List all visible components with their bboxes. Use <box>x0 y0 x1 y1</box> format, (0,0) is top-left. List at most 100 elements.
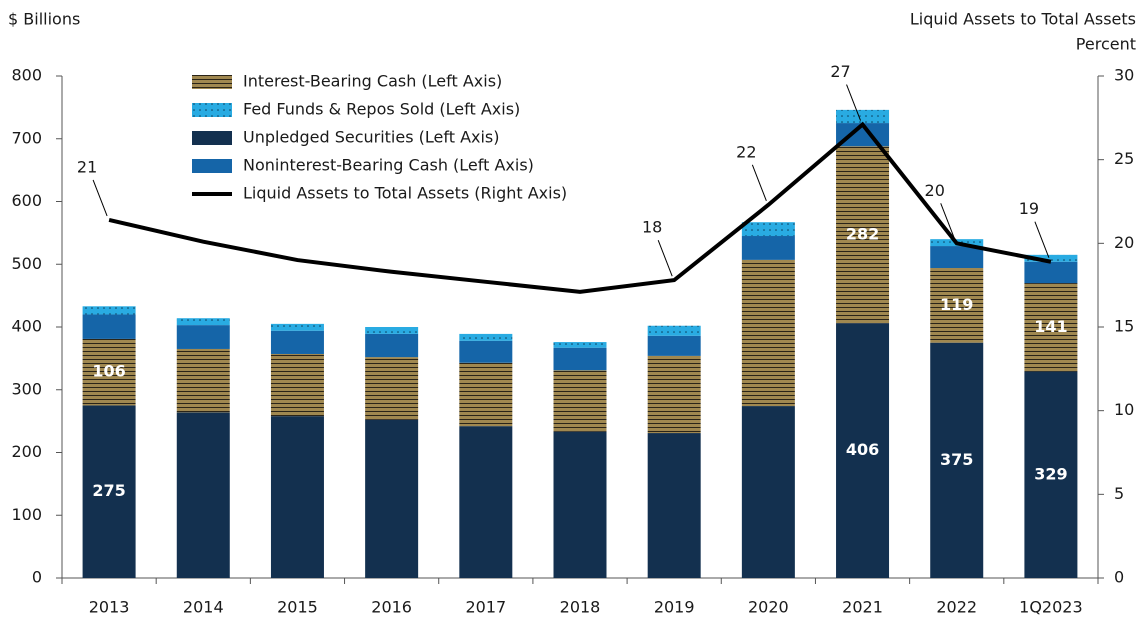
data-label: 119 <box>940 295 973 314</box>
data-label: 106 <box>92 362 125 381</box>
bar-segment <box>270 330 324 354</box>
bar-segment <box>459 340 513 363</box>
y-tick-label: 800 <box>11 66 42 85</box>
bar-segment <box>930 342 984 578</box>
bar-segment <box>176 325 230 349</box>
y-tick-label: 600 <box>11 191 42 210</box>
line-label: 19 <box>1019 199 1039 218</box>
bar-segment <box>741 259 795 407</box>
bar-segment <box>176 412 230 578</box>
x-tick-label: 1Q2023 <box>1019 598 1083 617</box>
bar-segment <box>365 333 419 358</box>
bar-segment <box>930 246 984 269</box>
bar-segment <box>1024 261 1078 284</box>
bar-segment <box>553 342 607 348</box>
line-label: 20 <box>925 181 945 200</box>
bar-segment <box>741 406 795 578</box>
bar-segment <box>176 318 230 326</box>
bar-segment <box>647 433 701 578</box>
bar-segment <box>553 370 607 432</box>
x-tick-label: 2018 <box>560 598 601 617</box>
x-tick-label: 2019 <box>654 598 695 617</box>
bar-segment <box>270 353 324 417</box>
line-label: 21 <box>77 157 97 176</box>
x-tick-label: 2017 <box>465 598 506 617</box>
y2-tick-label: 15 <box>1114 317 1134 336</box>
bar-segment <box>459 362 513 427</box>
bar-segment <box>836 109 890 124</box>
x-tick-label: 2022 <box>936 598 977 617</box>
x-tick-label: 2014 <box>183 598 224 617</box>
y-tick-label: 200 <box>11 442 42 461</box>
data-label: 375 <box>940 450 973 469</box>
y2-tick-label: 20 <box>1114 233 1134 252</box>
bar-segment <box>82 405 136 578</box>
y-tick-label: 300 <box>11 379 42 398</box>
bar-segment <box>1024 283 1078 372</box>
line-series <box>108 121 1052 294</box>
x-tick-label: 2016 <box>371 598 412 617</box>
y2-axis-label: Percent <box>1076 35 1136 54</box>
leader-line <box>92 179 108 217</box>
leader-line <box>846 84 862 121</box>
leader-line <box>940 203 956 240</box>
y-axis-label: $ Billions <box>8 10 80 29</box>
y2-tick-label: 5 <box>1114 484 1124 503</box>
leader-line <box>1034 221 1050 258</box>
bar-segment <box>82 338 136 406</box>
bar-segment <box>365 357 419 420</box>
legend-label: Fed Funds & Repos Sold (Left Axis) <box>243 100 520 119</box>
bar-segment <box>741 222 795 237</box>
data-label: 141 <box>1034 317 1067 336</box>
x-tick-label: 2015 <box>277 598 318 617</box>
x-tick-label: 2020 <box>748 598 789 617</box>
y-tick-label: 0 <box>32 568 42 587</box>
bar-segment <box>647 355 701 434</box>
y2-tick-label: 30 <box>1114 66 1134 85</box>
legend-label: Liquid Assets to Total Assets (Right Axi… <box>243 184 567 203</box>
bar-segment <box>647 325 701 336</box>
line-label: 18 <box>642 218 662 237</box>
bar-segment <box>176 348 230 413</box>
bar-segment <box>270 416 324 578</box>
data-label: 282 <box>846 224 879 243</box>
line-label: 22 <box>736 142 756 161</box>
bar-segment <box>270 323 324 331</box>
bar-segment <box>365 327 419 334</box>
x-tick-label: 2021 <box>842 598 883 617</box>
x-tick-label: 2013 <box>89 598 130 617</box>
line-label: 27 <box>830 62 850 81</box>
bar-segment <box>82 314 136 339</box>
bar-segment <box>1024 371 1078 578</box>
legend-swatch <box>192 159 232 173</box>
leader-line <box>751 164 767 202</box>
y-tick-label: 700 <box>11 128 42 147</box>
legend-swatch <box>192 75 232 89</box>
bar-segment <box>553 347 607 371</box>
y-tick-label: 400 <box>11 317 42 336</box>
legend-label: Unpledged Securities (Left Axis) <box>243 128 500 147</box>
bar-segment <box>930 268 984 343</box>
data-label: 275 <box>92 481 125 500</box>
leader-line <box>657 239 673 277</box>
legend-swatch <box>192 103 232 117</box>
bar-segment <box>553 431 607 578</box>
bar-segment <box>1024 254 1078 262</box>
bar-segment <box>459 333 513 341</box>
legend-label: Interest-Bearing Cash (Left Axis) <box>243 72 502 91</box>
bar-segment <box>836 146 890 324</box>
y2-tick-label: 25 <box>1114 149 1134 168</box>
y2-axis-label: Liquid Assets to Total Assets <box>910 10 1136 29</box>
bar-segment <box>82 306 136 315</box>
bar-segment <box>365 419 419 578</box>
bar-segment <box>459 426 513 578</box>
data-label: 329 <box>1034 464 1067 483</box>
legend-swatch <box>192 131 232 145</box>
legend-label: Noninterest-Bearing Cash (Left Axis) <box>243 156 534 175</box>
y-tick-label: 500 <box>11 254 42 273</box>
data-label: 406 <box>846 440 879 459</box>
bar-segment <box>647 335 701 356</box>
y-tick-label: 100 <box>11 505 42 524</box>
bar-segment <box>836 323 890 578</box>
